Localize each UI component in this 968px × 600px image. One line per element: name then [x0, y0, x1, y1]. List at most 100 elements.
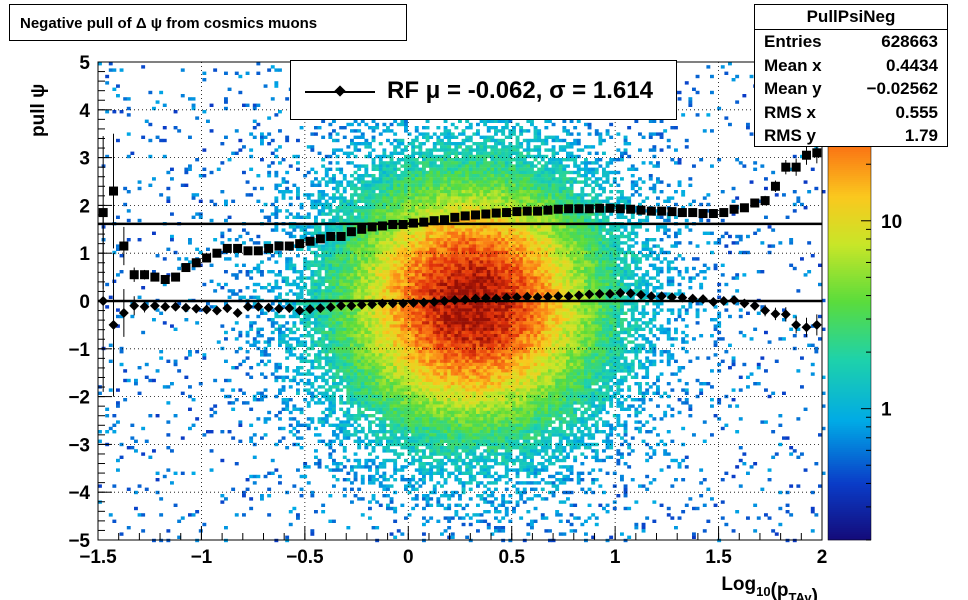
- rms-point: [512, 207, 522, 217]
- mean-point: [480, 293, 491, 304]
- rms-point: [657, 206, 667, 216]
- stats-box: PullPsiNeg Entries 628663 Mean x 0.4434 Me…: [754, 4, 948, 147]
- rms-point: [646, 206, 656, 216]
- data-series: [98, 133, 822, 397]
- mean-point: [584, 289, 595, 300]
- rms-point: [119, 241, 129, 251]
- mean-point: [511, 292, 522, 303]
- mean-point: [429, 297, 440, 307]
- rms-point: [357, 224, 367, 234]
- rms-point: [791, 162, 801, 172]
- axes: −1.5 −1 −0.5 0 0.5 1 1.5 2 −5 −4 −3 −2 −1 0 1 2 3 4 5 pull …: [28, 53, 827, 600]
- y-tick-label: −2: [68, 388, 90, 409]
- rms-point: [243, 246, 253, 256]
- mean-point: [305, 304, 315, 315]
- rms-point: [502, 208, 512, 218]
- rms-point: [109, 186, 119, 196]
- mean-point: [222, 303, 233, 314]
- mean-point: [108, 319, 119, 330]
- mean-point: [646, 291, 657, 302]
- x-tick-label: 1.5: [705, 547, 732, 568]
- rms-point: [264, 243, 274, 253]
- rms-point: [295, 239, 305, 249]
- rms-point: [419, 217, 429, 227]
- rms-point: [326, 231, 336, 241]
- heatmap: [98, 62, 826, 543]
- rms-point: [284, 241, 294, 251]
- rms-point: [253, 246, 263, 256]
- y-axis-label: pull ψ: [28, 84, 49, 137]
- rms-point: [543, 205, 553, 215]
- rms-point: [719, 208, 729, 218]
- mean-point: [170, 301, 181, 312]
- mean-point: [625, 288, 636, 299]
- mean-point: [139, 301, 150, 312]
- mean-point: [573, 290, 584, 301]
- mean-point: [460, 294, 471, 305]
- mean-point: [284, 303, 295, 314]
- rms-point: [191, 258, 201, 268]
- mean-point: [274, 303, 284, 314]
- mean-point: [263, 302, 274, 313]
- y-tick-label: 2: [79, 196, 90, 217]
- rms-point: [781, 162, 791, 172]
- y-tick-label: −5: [68, 531, 90, 552]
- rms-point: [408, 218, 418, 228]
- rms-point: [750, 198, 760, 208]
- mean-point: [356, 299, 367, 310]
- chart-title: Negative pull of Δ ψ from cosmics muons: [9, 4, 407, 41]
- x-tick-label: 2: [817, 547, 828, 568]
- mean-point: [811, 319, 822, 330]
- stats-row-rms-y: RMS y 1.79: [764, 126, 938, 145]
- rms-point: [315, 234, 325, 244]
- mean-point: [180, 302, 191, 313]
- rms-point: [584, 204, 594, 214]
- mean-point: [149, 300, 160, 311]
- mean-point: [211, 305, 222, 316]
- mean-point: [367, 299, 378, 310]
- mean-point: [243, 301, 253, 312]
- x-tick-label: 0.5: [499, 547, 526, 568]
- rms-point: [450, 212, 460, 222]
- y-tick-label: 0: [79, 292, 90, 313]
- x-tick-label: 1: [610, 547, 621, 568]
- mean-point: [729, 295, 740, 305]
- rms-point: [171, 272, 181, 282]
- mean-point: [418, 297, 429, 308]
- rms-point: [460, 211, 470, 221]
- mean-point: [387, 298, 398, 309]
- rms-point: [491, 208, 501, 218]
- y-tick-label: 4: [79, 101, 90, 122]
- rms-point: [150, 272, 160, 282]
- rms-point: [801, 150, 811, 160]
- mean-point: [346, 300, 357, 311]
- mean-point: [336, 300, 347, 311]
- rms-point: [346, 227, 356, 237]
- y-tick-label: 3: [79, 149, 90, 170]
- y-tick-label: −1: [68, 340, 90, 361]
- mean-point: [532, 292, 543, 303]
- mean-point: [315, 303, 326, 314]
- x-tick-label: −1: [191, 547, 213, 568]
- rms-point: [274, 241, 284, 251]
- rms-point: [202, 253, 212, 263]
- mean-point: [542, 291, 553, 302]
- rms-point: [770, 181, 780, 191]
- rms-point: [698, 209, 708, 219]
- rms-point: [377, 221, 387, 231]
- rms-point: [398, 220, 408, 230]
- mean-point: [377, 298, 388, 309]
- mean-point: [749, 300, 760, 311]
- mean-point: [553, 291, 564, 302]
- rms-point: [522, 206, 532, 216]
- mean-point: [594, 288, 605, 299]
- rms-point: [233, 243, 243, 253]
- mean-point: [770, 308, 781, 319]
- y-tick-label: −4: [68, 483, 90, 504]
- mean-point: [780, 309, 791, 320]
- legend-diamond-marker: [334, 85, 346, 97]
- rms-point: [688, 208, 698, 218]
- rms-point: [471, 210, 481, 220]
- rms-point: [481, 209, 491, 219]
